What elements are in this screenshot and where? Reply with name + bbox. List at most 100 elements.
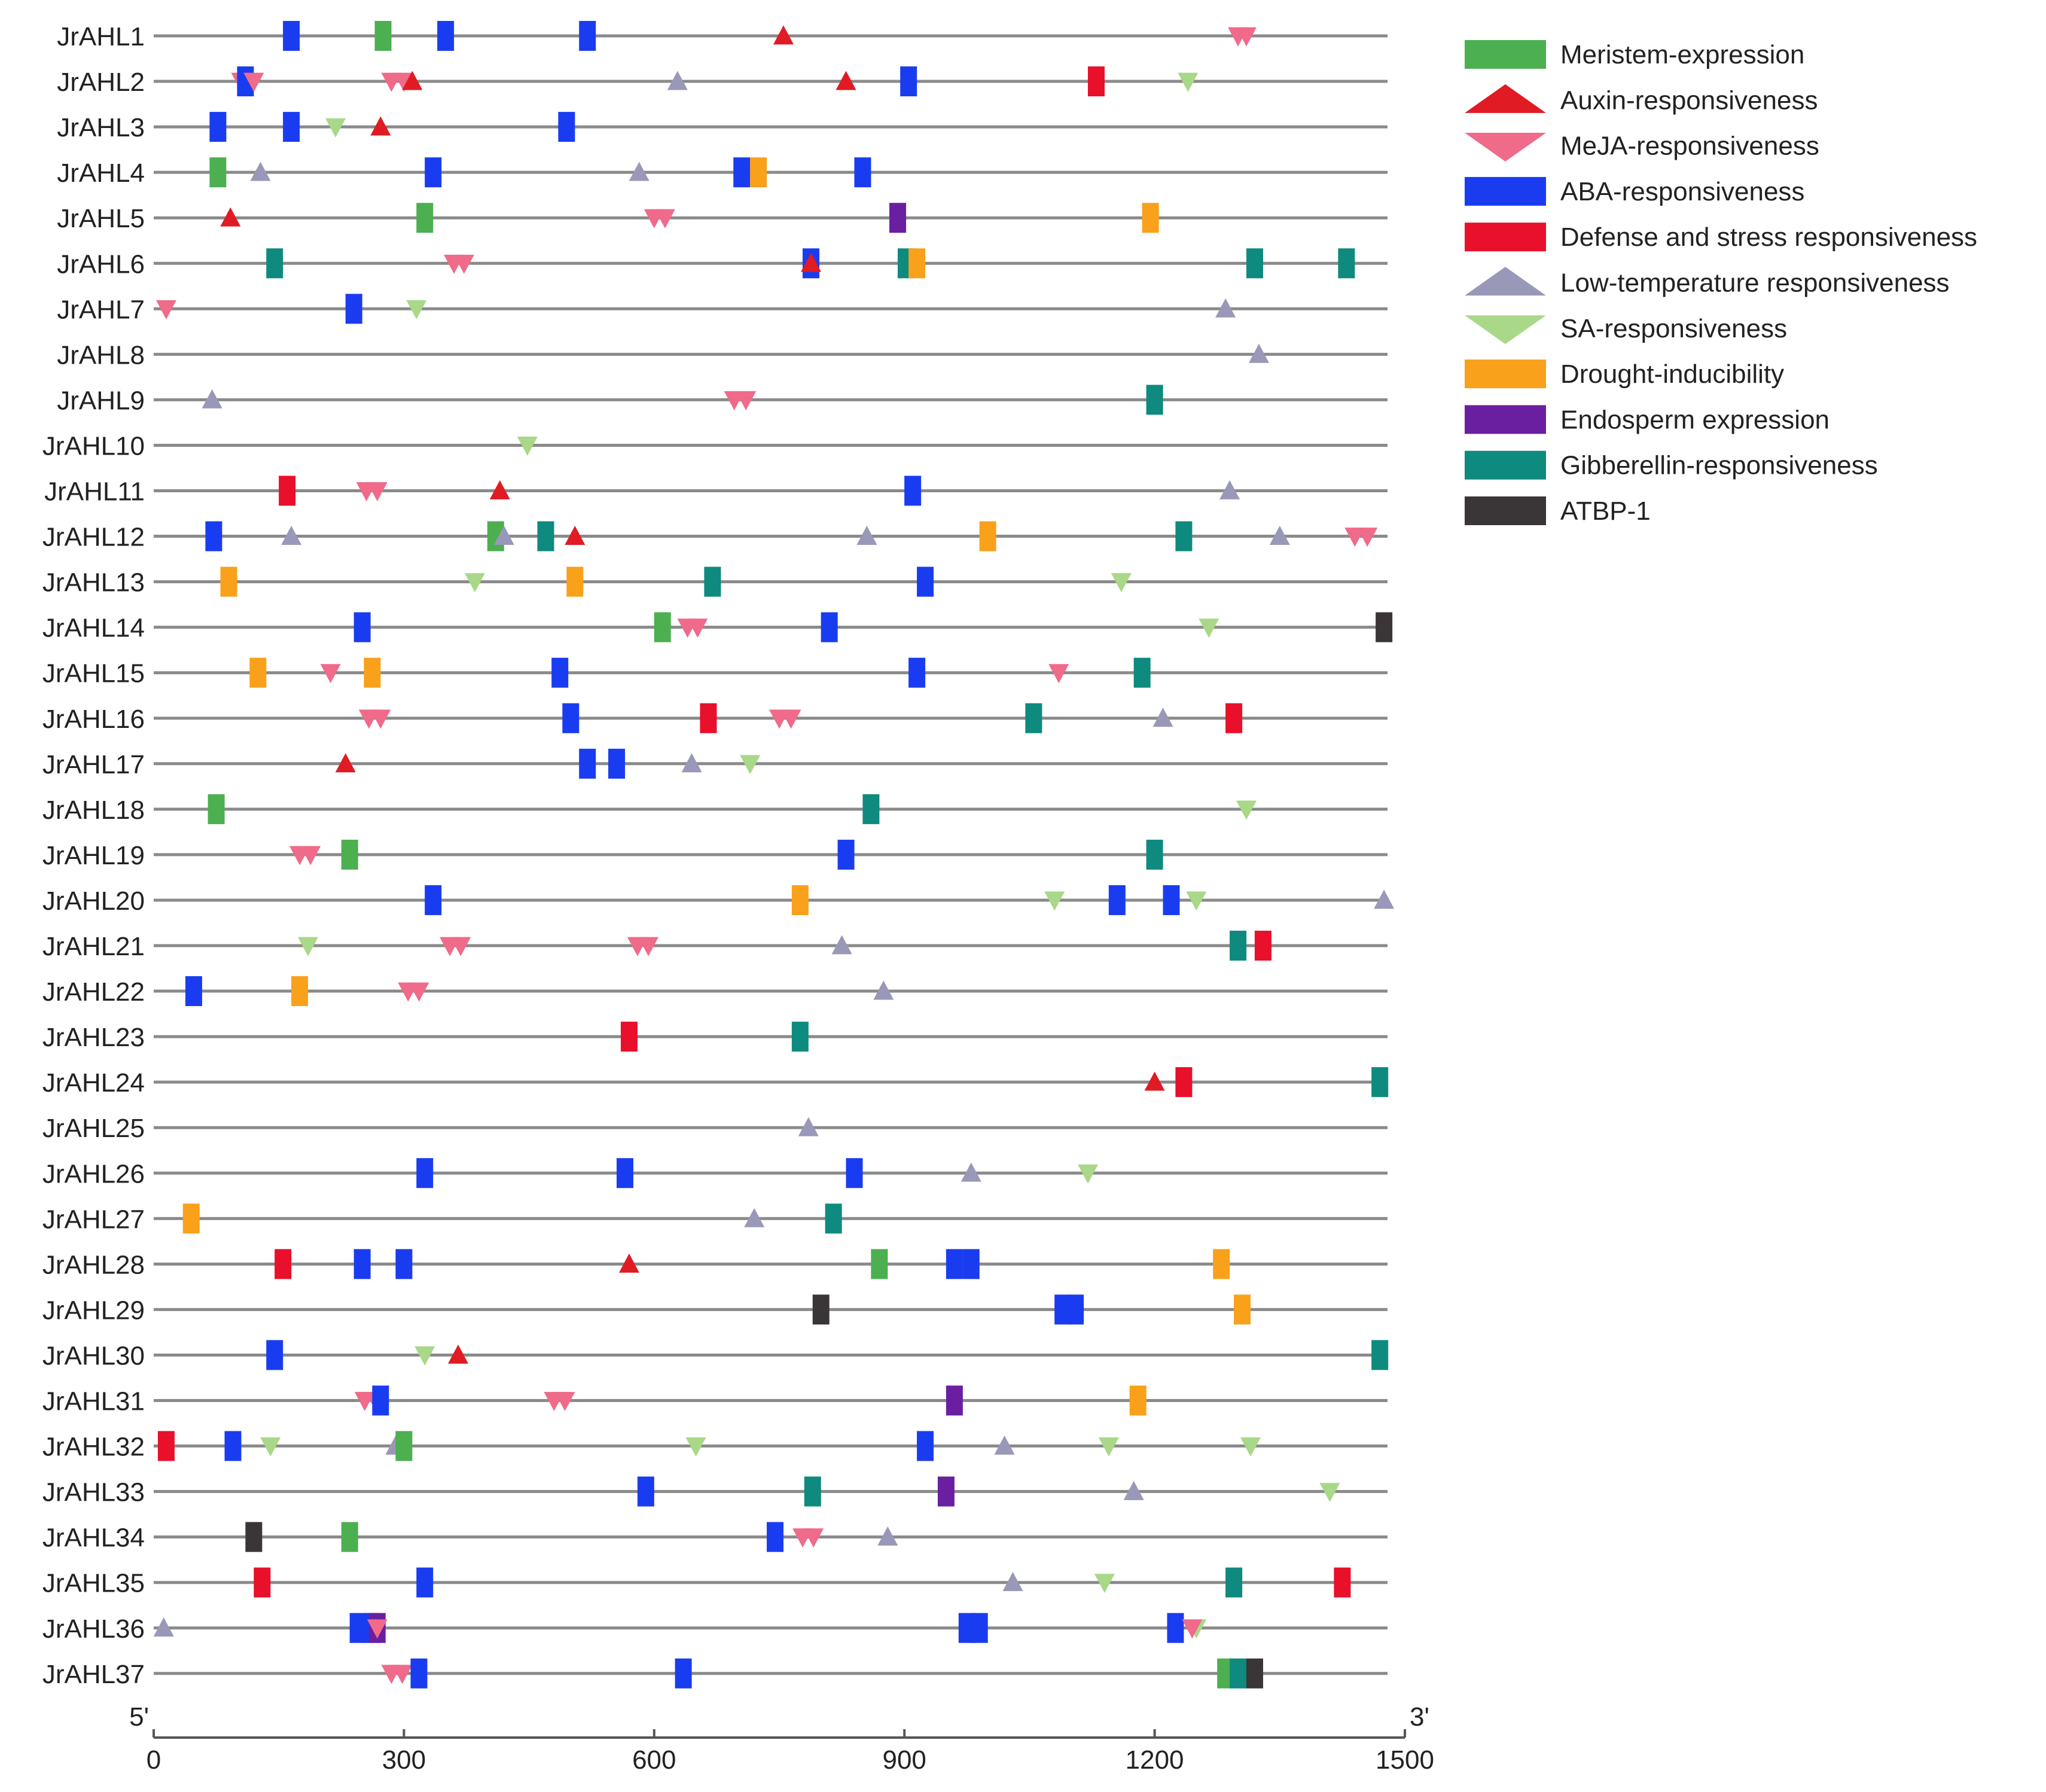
three-prime-label: 3': [1410, 1702, 1429, 1732]
legend-label: Defense and stress responsiveness: [1560, 223, 1977, 252]
gene-row: JrAHL32: [42, 1431, 1388, 1462]
sa-responsiveness-marker: [414, 1346, 435, 1366]
auxin-responsiveness-marker: [448, 1344, 469, 1364]
legend-item: SA-responsiveness: [1465, 314, 1787, 345]
gene-row: JrAHL7: [57, 294, 1388, 324]
sa-responsiveness-marker: [1186, 891, 1207, 911]
auxin-responsiveness-marker: [489, 480, 510, 499]
gibberellin-responsiveness-marker: [791, 1022, 809, 1052]
gene-label: JrAHL7: [57, 295, 145, 324]
low-temperature-responsiveness-marker: [1215, 298, 1236, 318]
sa-responsiveness-marker: [685, 1437, 706, 1457]
gene-label: JrAHL20: [42, 886, 145, 916]
atbp-1-marker: [812, 1294, 830, 1325]
auxin-responsiveness-marker: [773, 25, 794, 45]
meja-responsiveness-marker: [780, 709, 801, 729]
meristem-expression-marker: [209, 157, 227, 188]
gene-label: JrAHL15: [42, 659, 145, 688]
sa-responsiveness-marker: [517, 437, 538, 456]
drought-inducibility-marker: [791, 885, 809, 915]
legend-item: ABA-responsiveness: [1465, 176, 1804, 206]
aba-responsiveness-marker: [205, 521, 222, 551]
sa-responsiveness-marker: [1240, 1437, 1261, 1457]
axis-tick-label: 1500: [1376, 1745, 1434, 1775]
gene-label: JrAHL26: [42, 1159, 145, 1188]
gene-row: JrAHL26: [42, 1158, 1388, 1188]
gene-label: JrAHL21: [42, 932, 145, 961]
sa-responsiveness-marker: [325, 118, 346, 138]
gibberellin-responsiveness-marker: [1371, 1067, 1389, 1098]
legend-label: SA-responsiveness: [1560, 314, 1787, 343]
low-temperature-responsiveness-marker: [798, 1117, 819, 1136]
gibberellin-responsiveness-marker: [1133, 657, 1151, 688]
aba-responsiveness-marker: [410, 1658, 428, 1689]
aba-responsiveness-marker: [562, 703, 580, 733]
meristem-expression-marker: [341, 1522, 358, 1552]
legend-label: Meristem-expression: [1560, 40, 1804, 69]
aba-responsiveness-marker: [675, 1658, 692, 1689]
low-temperature-responsiveness-marker: [1123, 1481, 1144, 1500]
legend-item: Gibberellin-responsiveness: [1465, 450, 1878, 480]
low-temperature-responsiveness-marker: [1248, 343, 1269, 363]
auxin-responsiveness-marker: [220, 207, 241, 227]
gene-row: JrAHL19: [42, 839, 1388, 870]
legend-label: Gibberellin-responsiveness: [1560, 451, 1878, 480]
aba-responsiveness-marker: [837, 839, 855, 870]
aba-responsiveness-marker: [283, 112, 300, 142]
meja-responsiveness-marker: [453, 254, 474, 274]
aba-responsiveness-marker: [349, 1613, 367, 1643]
gene-label: JrAHL17: [42, 750, 145, 779]
gibberellin-responsiveness-marker: [804, 1476, 821, 1507]
drought-inducibility-swatch: [1465, 359, 1546, 389]
sa-responsiveness-marker: [1111, 573, 1132, 593]
legend-item: Meristem-expression: [1465, 40, 1804, 69]
meja-responsiveness-marker: [638, 937, 659, 956]
gene-label: JrAHL23: [42, 1023, 145, 1052]
defense-and-stress-responsiveness-swatch: [1465, 223, 1546, 252]
gene-row: JrAHL27: [42, 1203, 1388, 1234]
gene-row: JrAHL1: [57, 21, 1388, 51]
defense-and-stress-responsiveness-marker: [157, 1431, 175, 1461]
gene-label: JrAHL35: [42, 1569, 145, 1598]
defense-and-stress-responsiveness-marker: [275, 1249, 292, 1279]
defense-and-stress-responsiveness-marker: [1175, 1067, 1193, 1098]
gene-label: JrAHL14: [42, 614, 145, 643]
meja-responsiveness-marker: [367, 1619, 388, 1639]
low-temperature-responsiveness-marker: [281, 525, 302, 545]
meristem-expression-swatch: [1465, 40, 1546, 69]
gibberellin-responsiveness-marker: [862, 794, 880, 824]
drought-inducibility-marker: [908, 248, 926, 279]
meja-responsiveness-marker: [243, 72, 264, 92]
gene-row: JrAHL25: [42, 1114, 1388, 1143]
meja-responsiveness-swatch: [1465, 133, 1546, 161]
low-temperature-responsiveness-swatch: [1465, 267, 1546, 296]
gene-label: JrAHL24: [42, 1068, 145, 1098]
endosperm-expression-marker: [889, 203, 907, 233]
gene-row: JrAHL3: [57, 112, 1388, 142]
sa-responsiveness-marker: [1044, 891, 1065, 911]
aba-responsiveness-marker: [616, 1158, 633, 1188]
gene-row: JrAHL14: [42, 612, 1393, 643]
drought-inducibility-marker: [1234, 1294, 1251, 1325]
meristem-expression-marker: [416, 203, 434, 233]
aba-responsiveness-marker: [209, 112, 227, 142]
defense-and-stress-responsiveness-marker: [700, 703, 717, 733]
sa-responsiveness-marker: [464, 573, 485, 593]
aba-responsiveness-marker: [637, 1476, 654, 1507]
gibberellin-responsiveness-marker: [825, 1203, 842, 1234]
sa-responsiveness-marker: [740, 755, 761, 775]
aba-responsiveness-marker: [733, 157, 751, 188]
aba-responsiveness-marker: [579, 21, 596, 51]
gibberellin-responsiveness-marker: [1338, 248, 1355, 279]
low-temperature-responsiveness-marker: [1269, 525, 1290, 545]
endosperm-expression-marker: [937, 1476, 955, 1507]
gene-label: JrAHL28: [42, 1250, 145, 1279]
axis-tick-label: 0: [147, 1745, 161, 1775]
drought-inducibility-marker: [249, 657, 267, 688]
aba-responsiveness-marker: [558, 112, 575, 142]
gibberellin-responsiveness-marker: [1371, 1340, 1389, 1370]
legend-label: Low-temperature responsiveness: [1560, 269, 1950, 298]
gene-label: JrAHL13: [42, 568, 145, 598]
gibberellin-responsiveness-marker: [1246, 248, 1263, 279]
gene-row: JrAHL30: [42, 1340, 1389, 1370]
